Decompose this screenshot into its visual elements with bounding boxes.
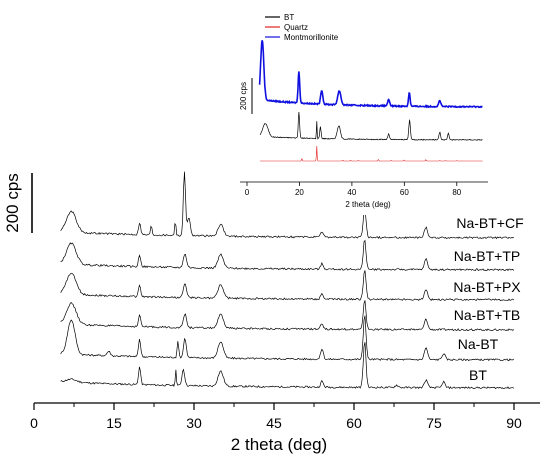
inset-trace-quartz [260,145,483,162]
x-tick-label: 0 [30,415,38,431]
inset-scale-bar-label: 200 cps [239,82,248,110]
trace-bt [60,342,515,390]
series-label: Na-BT+TB [454,307,521,323]
inset-x-tick-label: 60 [400,188,409,197]
trace-na-bt-tb [60,300,515,332]
x-tick-label: 15 [106,415,122,431]
series-label: Na-BT+TP [454,248,521,264]
inset-legend-label: Quartz [284,23,308,32]
trace-na-bt-cf [60,171,514,240]
inset-background [238,0,490,215]
series-label: Na-BT+PX [453,279,521,295]
x-tick-label: 90 [506,415,522,431]
inset-plot: 0 20 40 60 80 2 theta (deg) 200 cps BTQuartzMon… [238,0,490,215]
inset-trace-bt [259,111,483,141]
inset-x-tick-label: 80 [452,188,461,197]
trace-na-bt [60,315,515,362]
x-axis-title: 2 theta (deg) [231,435,327,454]
main-plot: 0 15 30 45 60 75 90 2 theta (deg) 200 cps Na-BT+C… [3,171,540,454]
inset-legend-label: BT [284,13,294,22]
series-label: BT [469,367,487,383]
trace-na-bt-px [60,270,515,302]
x-tick-label: 75 [426,415,442,431]
x-tick-label: 60 [346,415,362,431]
scale-bar-label: 200 cps [3,173,22,233]
x-tick-label: 30 [186,415,202,431]
inset-legend-label: Montmorillonite [284,33,339,42]
x-tick-label: 45 [266,415,282,431]
inset-x-tick-label: 40 [347,188,356,197]
trace-na-bt-tp [60,239,515,272]
series-label: Na-BT+CF [456,215,523,231]
series-label: Na-BT [458,336,499,352]
inset-trace-montmorillonite [258,40,483,109]
inset-x-tick-label: 20 [295,188,304,197]
inset-x-axis-title: 2 theta (deg) [345,200,391,209]
inset-x-tick-label: 0 [245,188,250,197]
